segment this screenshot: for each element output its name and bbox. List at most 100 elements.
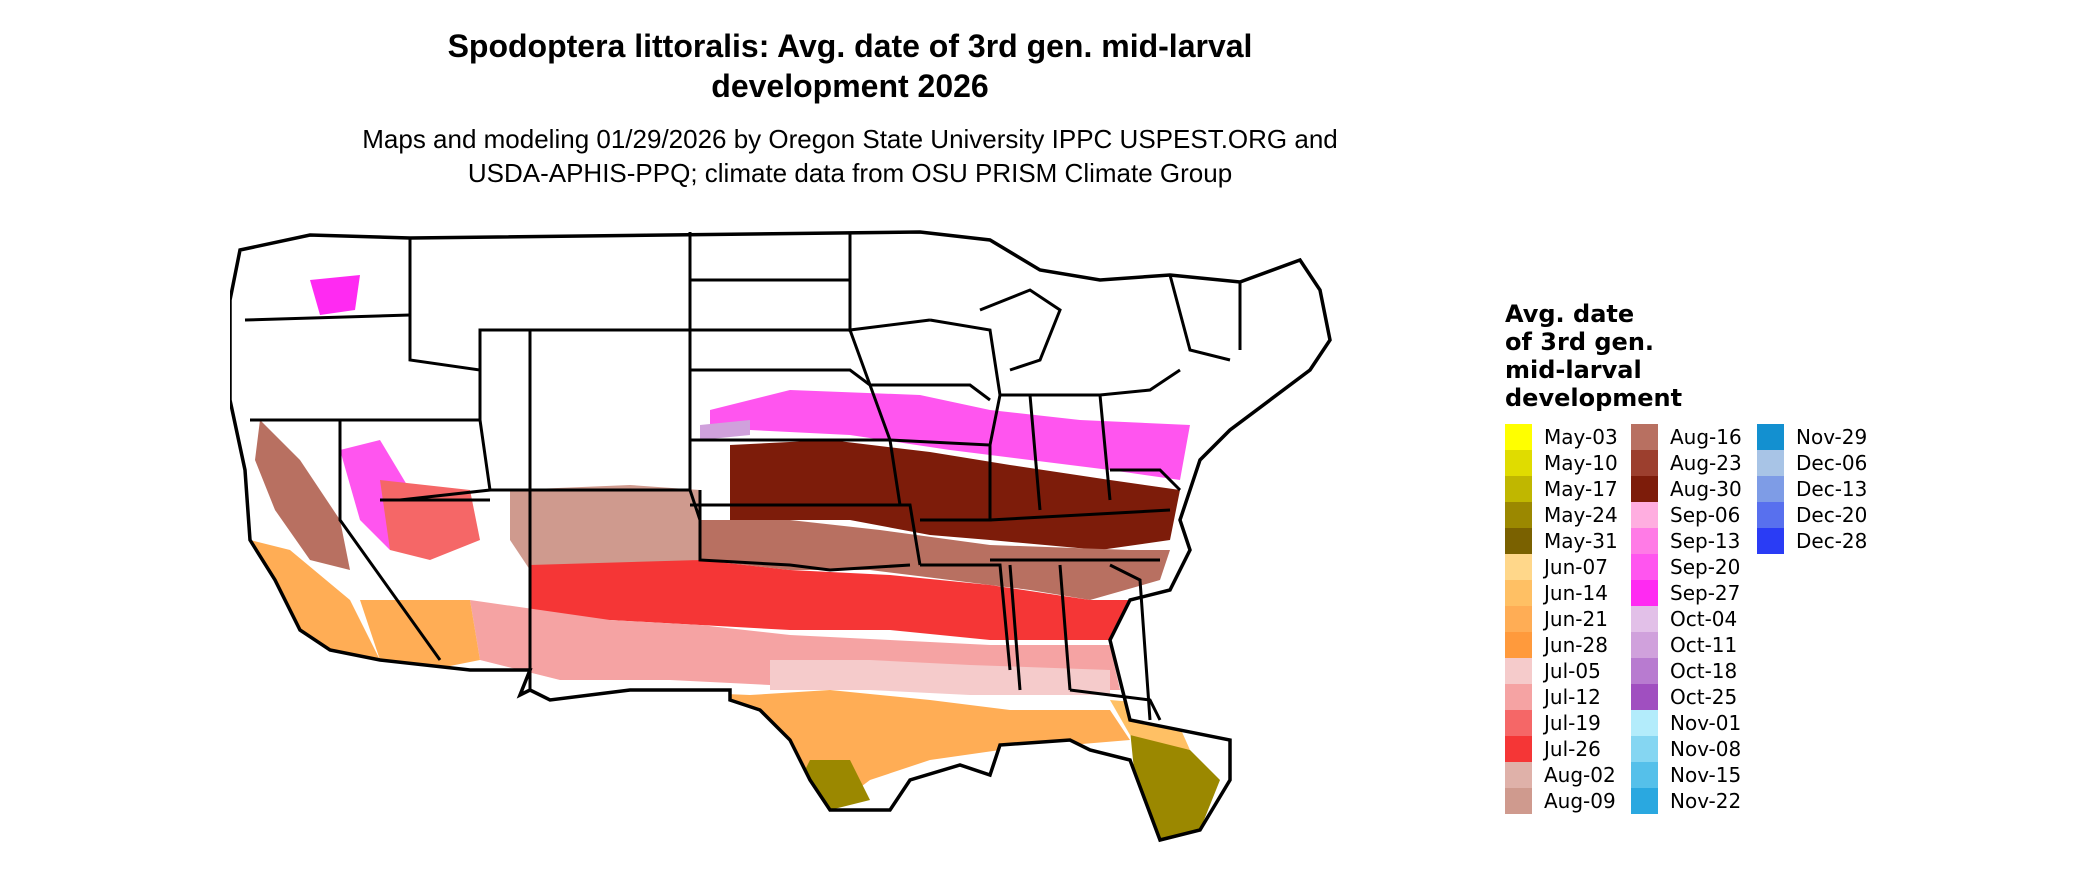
map-title-line-2: development 2026 <box>711 68 989 104</box>
region-may-24-fl <box>1130 730 1220 840</box>
legend-label: Jul-19 <box>1544 711 1601 735</box>
legend-swatch <box>1631 476 1658 502</box>
legend-title-line: of 3rd gen. <box>1505 328 1655 356</box>
legend-item: Nov-22 <box>1631 788 1757 814</box>
legend-label: Oct-11 <box>1670 633 1738 657</box>
legend-label: Oct-04 <box>1670 607 1738 631</box>
legend-label: Nov-08 <box>1670 737 1742 761</box>
legend-columns: May-03 May-10 May-17 May-24 May-31 Jun-07 Jun-… <box>1505 424 1883 814</box>
legend-swatch <box>1631 632 1658 658</box>
map-fill-regions <box>230 232 1330 840</box>
border-nv-ut <box>399 418 492 502</box>
region-aug-30 <box>730 440 1180 550</box>
map-legend: Avg. date of 3rd gen. mid-larval develop… <box>1505 300 1883 814</box>
legend-swatch <box>1631 658 1658 684</box>
legend-label: Nov-22 <box>1670 789 1742 813</box>
legend-label: Sep-13 <box>1670 529 1741 553</box>
legend-label: May-03 <box>1544 425 1618 449</box>
legend-item: Dec-13 <box>1757 476 1883 502</box>
legend-column: May-03 May-10 May-17 May-24 May-31 Jun-07 Jun-… <box>1505 424 1631 814</box>
legend-item: Jun-14 <box>1505 580 1631 606</box>
legend-swatch <box>1505 528 1532 554</box>
border-ny <box>1168 274 1231 362</box>
legend-swatch <box>1631 502 1658 528</box>
legend-title-line: mid-larval <box>1505 356 1642 384</box>
legend-label: Dec-28 <box>1796 529 1868 553</box>
border-mt-wy <box>478 328 530 370</box>
legend-swatch <box>1505 736 1532 762</box>
legend-swatch <box>1505 424 1532 450</box>
legend-swatch <box>1631 684 1658 710</box>
border-pa <box>1099 368 1181 397</box>
legend-item: Oct-25 <box>1631 684 1757 710</box>
legend-swatch <box>1757 502 1784 528</box>
legend-item: Aug-30 <box>1631 476 1757 502</box>
border-ky-tn <box>989 508 1171 522</box>
legend-item: Nov-01 <box>1631 710 1757 736</box>
legend-item: Jul-12 <box>1505 684 1631 710</box>
legend-swatch <box>1505 450 1532 476</box>
legend-label: Jun-07 <box>1544 555 1608 579</box>
legend-swatch <box>1505 658 1532 684</box>
legend-item: Sep-06 <box>1631 502 1757 528</box>
region-jul-05 <box>770 660 1110 695</box>
legend-label: Dec-20 <box>1796 503 1868 527</box>
legend-swatch <box>1505 632 1532 658</box>
legend-swatch <box>1757 450 1784 476</box>
legend-swatch <box>1631 788 1658 814</box>
legend-swatch <box>1631 554 1658 580</box>
legend-item: Nov-08 <box>1631 736 1757 762</box>
legend-label: May-31 <box>1544 529 1618 553</box>
legend-label: Jul-05 <box>1544 659 1601 683</box>
border-mi <box>979 288 1062 372</box>
legend-label: Aug-16 <box>1670 425 1742 449</box>
legend-label: Sep-27 <box>1670 581 1741 605</box>
legend-swatch <box>1505 476 1532 502</box>
legend-label: Nov-01 <box>1670 711 1742 735</box>
region-az <box>360 600 480 670</box>
legend-item: Aug-09 <box>1505 788 1631 814</box>
border-wa-or <box>244 313 411 322</box>
legend-swatch <box>1631 710 1658 736</box>
region-aug-16 <box>700 520 1170 600</box>
legend-label: Aug-23 <box>1670 451 1742 475</box>
legend-item: Dec-28 <box>1757 528 1883 554</box>
border-ne <box>690 368 892 441</box>
legend-swatch <box>1631 736 1658 762</box>
region-ca-central <box>255 420 350 570</box>
legend-label: Jul-26 <box>1544 737 1601 761</box>
border-id <box>408 238 482 420</box>
legend-swatch <box>1757 528 1784 554</box>
legend-swatch <box>1505 580 1532 606</box>
state-borders <box>230 230 1332 843</box>
legend-label: May-10 <box>1544 451 1618 475</box>
legend-item: Jul-05 <box>1505 658 1631 684</box>
legend-item: Jun-28 <box>1505 632 1631 658</box>
legend-label: Jun-14 <box>1544 581 1608 605</box>
legend-label: Sep-06 <box>1670 503 1741 527</box>
legend-swatch <box>1631 606 1658 632</box>
border-ca-nv <box>338 420 442 661</box>
legend-item: Sep-13 <box>1631 528 1757 554</box>
legend-item: Jun-07 <box>1505 554 1631 580</box>
legend-swatch <box>1505 684 1532 710</box>
legend-swatch <box>1505 606 1532 632</box>
legend-item: May-10 <box>1505 450 1631 476</box>
legend-swatch <box>1631 424 1658 450</box>
legend-swatch <box>1505 710 1532 736</box>
us-map <box>230 230 1332 843</box>
legend-label: Oct-18 <box>1670 659 1738 683</box>
legend-label: Aug-30 <box>1670 477 1742 501</box>
legend-item: Dec-20 <box>1757 502 1883 528</box>
legend-swatch <box>1631 580 1658 606</box>
legend-item: Sep-27 <box>1631 580 1757 606</box>
legend-label: Nov-15 <box>1670 763 1742 787</box>
region-sep <box>710 390 1190 480</box>
border-mn <box>848 232 931 332</box>
legend-item: May-24 <box>1505 502 1631 528</box>
region-ca-south <box>250 540 380 660</box>
border-tx-north <box>698 490 911 572</box>
border-mo <box>889 438 992 522</box>
legend-swatch <box>1505 762 1532 788</box>
border-ms-al <box>1008 564 1022 691</box>
